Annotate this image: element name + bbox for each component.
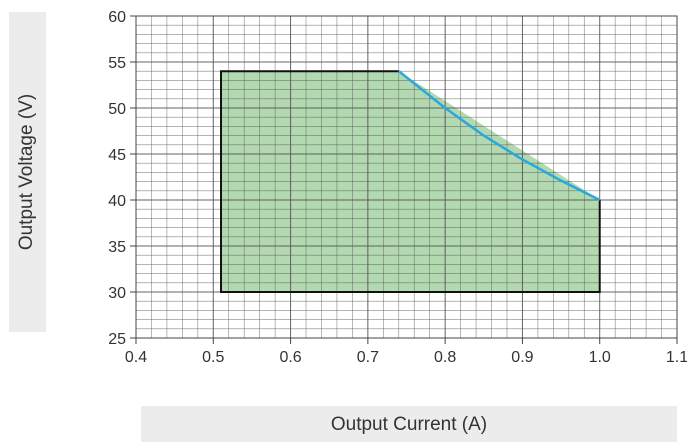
y-axis-label-box bbox=[9, 12, 46, 332]
x-axis-label-box: Output Current (A) bbox=[141, 406, 677, 442]
y-tick-label: 45 bbox=[108, 147, 126, 164]
x-tick-label: 0.4 bbox=[125, 349, 147, 366]
y-tick-label: 35 bbox=[108, 239, 126, 256]
y-tick-label: 55 bbox=[108, 55, 126, 72]
x-tick-label: 0.7 bbox=[357, 349, 379, 366]
x-tick-label: 0.8 bbox=[434, 349, 456, 366]
operating-region-outline bbox=[220, 70, 601, 293]
x-tick-label: 1.0 bbox=[589, 349, 611, 366]
plot-frame bbox=[135, 15, 678, 339]
y-tick-label: 25 bbox=[108, 331, 126, 348]
x-tick-label: 1.1 bbox=[666, 349, 687, 366]
x-tick-label: 0.6 bbox=[279, 349, 301, 366]
x-tick-label: 0.5 bbox=[202, 349, 224, 366]
y-tick-label: 40 bbox=[108, 193, 126, 210]
y-tick-label: 50 bbox=[108, 101, 126, 118]
x-tick-label: 0.9 bbox=[511, 349, 533, 366]
y-tick-label: 60 bbox=[108, 9, 126, 26]
constant-power-curve bbox=[397, 70, 601, 202]
y-tick-label: 30 bbox=[108, 285, 126, 302]
x-axis-label: Output Current (A) bbox=[330, 414, 488, 435]
